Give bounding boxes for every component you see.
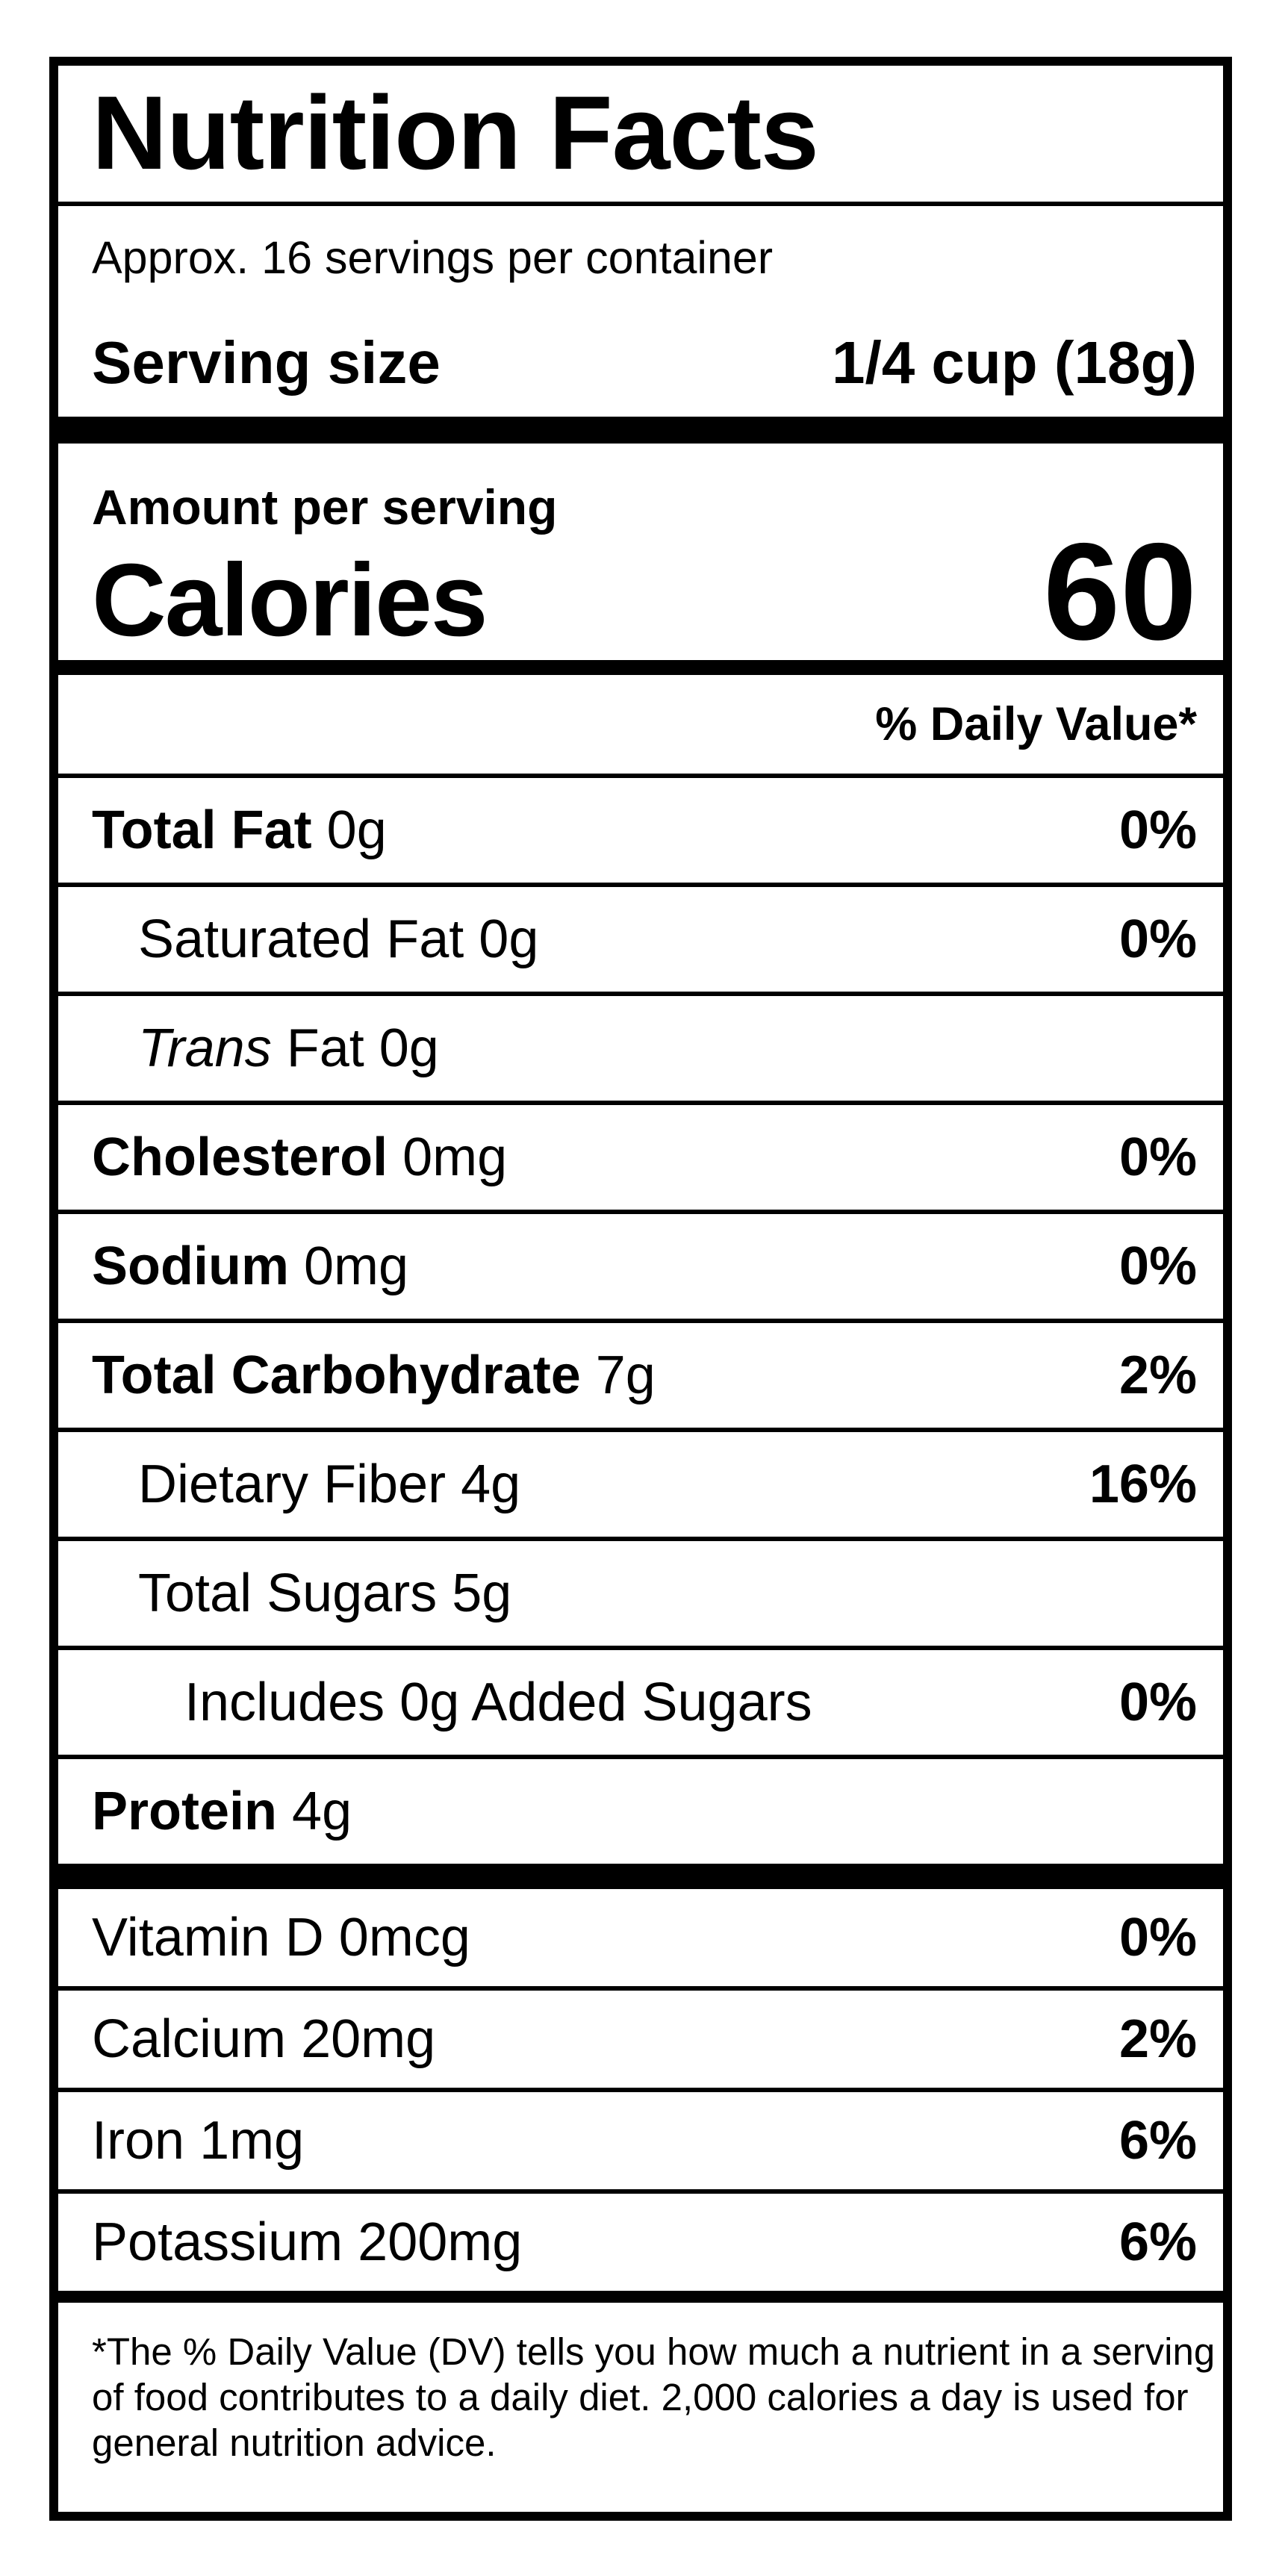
nutrient-name: Sodium [92,1236,289,1296]
calories-value: 60 [1043,515,1197,670]
nutrient-name-amount: Total Sugars 5g [138,1563,511,1624]
serving-size-row: Serving size 1/4 cup (18g) [58,309,1223,417]
row-dietary-fiber: Dietary Fiber 4g 16% [58,1432,1223,1537]
nutrient-amount: 0g [479,909,539,969]
calories-left-column: Amount per serving Calories [92,479,558,658]
nutrient-percent: 2% [1119,2009,1197,2069]
daily-value-header: % Daily Value* [875,698,1197,750]
amount-per-serving-label: Amount per serving [92,479,558,535]
nutrient-name-amount: Iron 1mg [92,2110,304,2171]
nutrient-name-amount: Total Fat 0g [92,800,387,861]
nutrient-name-amount: Includes 0g Added Sugars [184,1672,812,1733]
serving-size-label: Serving size [92,329,441,396]
nutrient-name: Dietary Fiber [138,1455,447,1514]
row-trans-fat: Trans Fat 0g [58,996,1223,1101]
row-vitamin-d: Vitamin D 0mcg 0% [58,1889,1223,1986]
nutrition-facts-label: Nutrition Facts Approx. 16 servings per … [49,57,1232,2521]
divider-thin [58,1428,1223,1432]
divider-thin [58,1319,1223,1323]
servings-per-container-text: Approx. 16 servings per container [92,232,774,283]
nutrient-name-amount: Trans Fat 0g [138,1018,439,1079]
divider-thin [58,1210,1223,1214]
divider-thin [58,2189,1223,2194]
daily-value-header-row: % Daily Value* [58,675,1223,774]
calories-section: Amount per serving Calories 60 [58,444,1223,670]
row-iron: Iron 1mg 6% [58,2092,1223,2189]
nutrient-percent: 2% [1119,1345,1197,1405]
nutrient-name: Total Carbohydrate [92,1345,581,1405]
row-saturated-fat: Saturated Fat 0g 0% [58,887,1223,992]
divider-heavy [58,1864,1223,1889]
divider-thin [58,1986,1223,1991]
label-title: Nutrition Facts [92,74,819,191]
nutrient-name-amount: Total Carbohydrate 7g [92,1345,656,1406]
nutrient-name-amount: Cholesterol 0mg [92,1127,507,1188]
daily-value-footnote: *The % Daily Value (DV) tells you how mu… [92,2330,1216,2464]
nutrient-amount: 0mcg [338,1908,470,1967]
divider-thin [58,202,1223,206]
divider-thin [58,1755,1223,1759]
nutrient-percent: 0% [1119,909,1197,969]
nutrient-name: Trans [138,1018,272,1078]
nutrient-amount: 200mg [358,2212,523,2272]
nutrient-percent: 0% [1119,1236,1197,1296]
row-added-sugars: Includes 0g Added Sugars 0% [58,1650,1223,1755]
nutrient-name: Saturated Fat [138,909,464,969]
nutrient-name: Calcium [92,2009,287,2069]
nutrient-amount: 1mg [199,2111,305,2171]
row-protein: Protein 4g [58,1759,1223,1864]
nutrient-name: Cholesterol [92,1127,388,1187]
divider-thin [58,774,1223,778]
calories-label: Calories [92,542,488,658]
nutrient-name: Total Sugars [138,1564,438,1623]
nutrient-name-amount: Vitamin D 0mcg [92,1907,470,1968]
row-sodium: Sodium 0mg 0% [58,1214,1223,1319]
row-cholesterol: Cholesterol 0mg 0% [58,1105,1223,1210]
row-potassium: Potassium 200mg 6% [58,2194,1223,2291]
nutrient-percent: 6% [1119,2111,1197,2171]
nutrient-name: Iron [92,2111,185,2171]
nutrient-amount: 0g [326,800,387,860]
nutrient-percent: 0% [1119,1127,1197,1187]
divider-thin [58,1101,1223,1105]
nutrient-amount: 4g [461,1455,521,1514]
nutrient-percent: 0% [1119,800,1197,860]
divider-thin [58,2088,1223,2092]
nutrient-name-amount: Dietary Fiber 4g [138,1454,520,1515]
divider-thin [58,883,1223,887]
nutrient-percent: 0% [1119,1673,1197,1732]
divider-thin [58,992,1223,996]
divider-thin [58,1537,1223,1541]
nutrient-name-amount: Sodium 0mg [92,1236,408,1297]
row-total-fat: Total Fat 0g 0% [58,778,1223,883]
nutrient-amount: 0mg [304,1236,409,1296]
serving-size-value: 1/4 cup (18g) [831,329,1197,396]
nutrient-amount: 4g [292,1782,352,1841]
nutrient-percent: 16% [1089,1455,1197,1514]
nutrient-name-amount: Calcium 20mg [92,2009,435,2070]
row-calcium: Calcium 20mg 2% [58,1991,1223,2088]
nutrient-name: Total Fat [92,800,312,860]
nutrient-name: Potassium [92,2212,343,2272]
servings-per-container: Approx. 16 servings per container [58,206,1223,309]
row-total-carbohydrate: Total Carbohydrate 7g 2% [58,1323,1223,1428]
nutrient-amount: 20mg [301,2009,436,2069]
nutrient-name: Protein [92,1782,278,1841]
nutrient-amount: 5g [452,1564,512,1623]
nutrient-percent: 0% [1119,1908,1197,1967]
nutrient-amount: Fat 0g [286,1018,439,1078]
nutrient-name: Includes 0g Added Sugars [184,1673,812,1732]
divider-heavy [58,417,1223,444]
nutrient-name-amount: Saturated Fat 0g [138,909,538,970]
nutrient-name-amount: Protein 4g [92,1781,352,1842]
divider-medium [58,660,1223,675]
nutrient-amount: 0mg [402,1127,508,1187]
nutrient-percent: 6% [1119,2212,1197,2272]
divider-thin [58,1646,1223,1650]
nutrient-name: Vitamin D [92,1908,324,1967]
nutrient-amount: 7g [595,1345,656,1405]
nutrient-name-amount: Potassium 200mg [92,2212,522,2273]
divider-medium [58,2291,1223,2303]
row-total-sugars: Total Sugars 5g [58,1541,1223,1646]
